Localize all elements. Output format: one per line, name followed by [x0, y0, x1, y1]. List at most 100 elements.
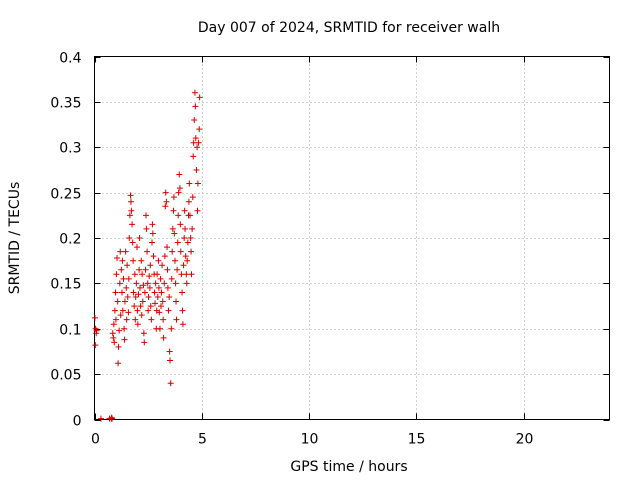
- chart-title: Day 007 of 2024, SRMTID for receiver wal…: [198, 20, 500, 36]
- data-point: [114, 298, 121, 305]
- data-point: [177, 221, 184, 228]
- y-tick-label: 0.15: [50, 277, 81, 293]
- data-point: [138, 257, 145, 264]
- data-point: [111, 339, 118, 346]
- data-point: [164, 266, 171, 273]
- plot-frame: [94, 56, 610, 420]
- data-point: [118, 289, 125, 296]
- data-point: [196, 94, 203, 101]
- data-point: [113, 271, 120, 278]
- data-point: [117, 248, 124, 255]
- data-point: [171, 257, 178, 264]
- data-point: [156, 309, 163, 316]
- data-point: [148, 316, 155, 323]
- data-point: [129, 239, 136, 246]
- data-point: [145, 307, 152, 314]
- data-point: [130, 257, 137, 264]
- data-point: [131, 271, 138, 278]
- data-point: [116, 327, 123, 334]
- data-point: [159, 262, 166, 269]
- data-point: [179, 307, 186, 314]
- data-point: [132, 293, 139, 300]
- data-point: [158, 289, 165, 296]
- data-point: [176, 185, 183, 192]
- data-point: [130, 289, 137, 296]
- data-point: [162, 203, 169, 210]
- data-point: [183, 280, 190, 287]
- data-point: [140, 330, 147, 337]
- data-point: [183, 271, 190, 278]
- data-point: [182, 225, 189, 232]
- data-points: [91, 89, 203, 422]
- data-point: [169, 248, 176, 255]
- data-point: [112, 289, 119, 296]
- data-point: [173, 316, 180, 323]
- data-point: [97, 415, 104, 422]
- data-point: [184, 239, 191, 246]
- y-tick-label: 0: [73, 414, 82, 430]
- x-tick-label: 10: [301, 432, 319, 448]
- data-point: [186, 212, 193, 219]
- data-point: [181, 207, 188, 214]
- data-point: [140, 282, 147, 289]
- data-point: [167, 380, 174, 387]
- data-point: [125, 275, 132, 282]
- data-point: [145, 293, 152, 300]
- data-point: [123, 284, 130, 291]
- data-point: [115, 343, 122, 350]
- data-point: [124, 293, 131, 300]
- data-point: [147, 262, 154, 269]
- data-point: [179, 289, 186, 296]
- data-point: [134, 321, 141, 328]
- data-point: [136, 235, 143, 241]
- data-point: [110, 334, 117, 341]
- data-point: [121, 298, 128, 305]
- data-point: [111, 307, 118, 314]
- data-point: [194, 144, 201, 151]
- data-point: [147, 303, 154, 310]
- data-point: [161, 280, 168, 287]
- data-point: [132, 316, 139, 323]
- data-point: [138, 312, 145, 319]
- data-point: [129, 221, 136, 228]
- data-point: [133, 280, 140, 287]
- y-tick-label: 0.3: [59, 141, 81, 157]
- data-point: [189, 194, 196, 201]
- data-point: [92, 342, 99, 349]
- data-point: [143, 212, 149, 219]
- data-point: [133, 244, 140, 251]
- data-point: [175, 189, 182, 196]
- data-point: [181, 235, 188, 241]
- data-point: [184, 257, 191, 264]
- x-axis-label: GPS time / hours: [290, 459, 407, 475]
- data-point: [170, 194, 177, 201]
- data-point: [170, 207, 177, 214]
- data-point: [172, 280, 179, 287]
- data-point: [119, 257, 126, 264]
- data-point: [168, 325, 175, 332]
- data-point: [135, 291, 142, 298]
- data-point: [154, 293, 161, 300]
- data-point: [188, 248, 195, 255]
- data-point: [186, 180, 193, 187]
- data-point: [93, 327, 100, 334]
- data-point: [168, 275, 175, 282]
- data-point: [146, 273, 153, 280]
- data-point: [156, 325, 163, 332]
- data-point: [136, 284, 143, 291]
- data-point: [191, 89, 198, 96]
- data-point: [160, 334, 167, 341]
- data-point: [190, 153, 197, 160]
- data-point: [146, 284, 153, 291]
- data-point: [164, 244, 171, 251]
- data-point: [109, 330, 116, 337]
- data-point: [127, 192, 134, 199]
- data-point: [180, 262, 187, 269]
- data-point: [164, 284, 171, 291]
- data-point: [142, 266, 149, 273]
- data-point: [134, 307, 141, 314]
- data-point: [139, 298, 146, 305]
- data-point: [166, 293, 173, 300]
- y-tick-label: 0.25: [50, 187, 81, 203]
